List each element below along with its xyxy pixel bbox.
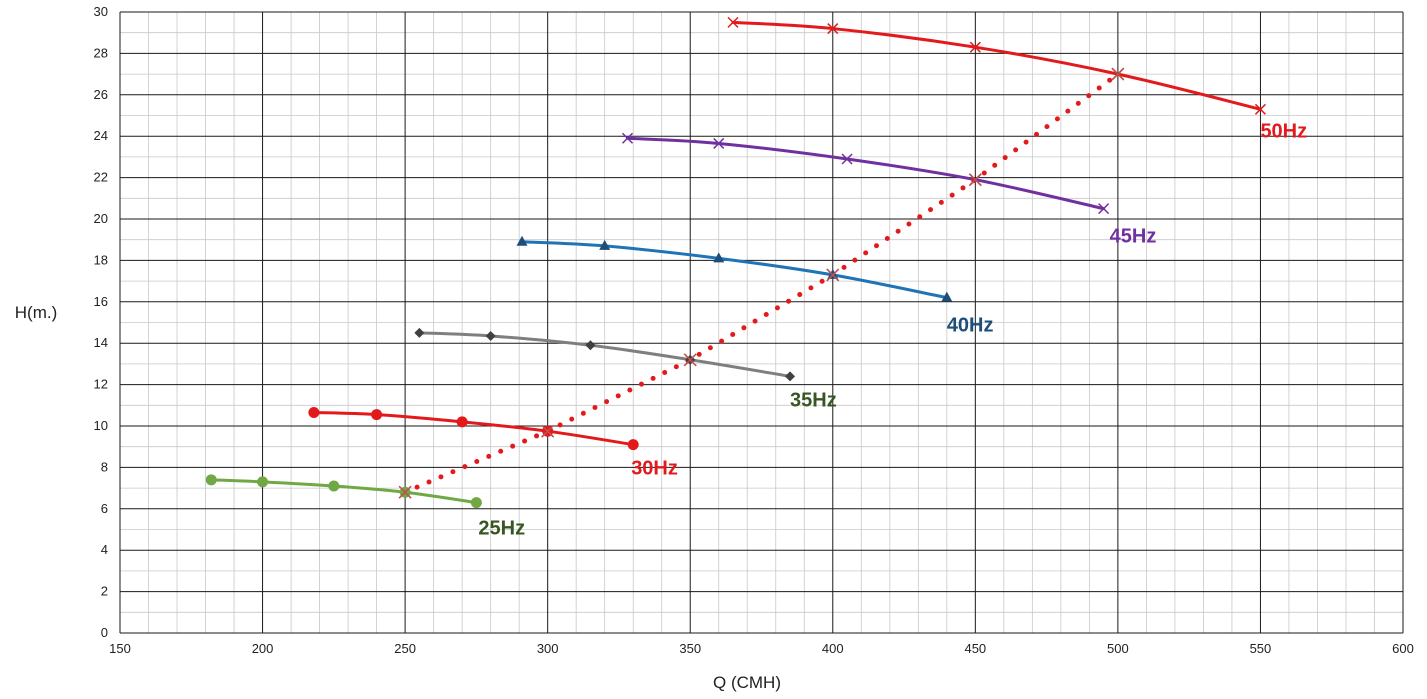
- data-point-30Hz: [456, 416, 468, 428]
- series-label-45Hz: 45Hz: [1110, 226, 1157, 248]
- data-markers: [205, 16, 1266, 509]
- data-point-50Hz: [727, 16, 739, 28]
- y-tick-label: 30: [94, 4, 108, 19]
- data-point-35Hz: [785, 371, 796, 382]
- x-tick-label: 300: [537, 641, 559, 656]
- y-tick-label: 6: [101, 501, 108, 516]
- data-point-50Hz: [827, 23, 839, 35]
- y-tick-label: 28: [94, 45, 108, 60]
- x-tick-label: 400: [822, 641, 844, 656]
- x-tick-label: 250: [394, 641, 416, 656]
- series-label-40Hz: 40Hz: [947, 315, 994, 337]
- system-curve-point: [826, 268, 840, 282]
- x-tick-label: 600: [1392, 641, 1414, 656]
- system-curve-point: [398, 485, 412, 499]
- x-tick-label: 350: [679, 641, 701, 656]
- data-point-40Hz: [713, 252, 725, 263]
- y-tick-label: 2: [101, 584, 108, 599]
- y-tick-label: 24: [94, 128, 108, 143]
- data-point-35Hz: [414, 327, 425, 338]
- y-tick-label: 18: [94, 252, 108, 267]
- y-tick-label: 26: [94, 87, 108, 102]
- series-label-25Hz: 25Hz: [478, 518, 525, 540]
- y-axis-label: H(m.): [15, 303, 57, 322]
- data-point-30Hz: [371, 409, 383, 421]
- y-tick-label: 4: [101, 542, 108, 557]
- data-point-50Hz: [1254, 103, 1266, 115]
- data-point-25Hz: [205, 474, 217, 486]
- y-tick-label: 20: [94, 211, 108, 226]
- x-tick-label: 200: [252, 641, 274, 656]
- x-tick-label: 150: [109, 641, 131, 656]
- data-point-25Hz: [257, 476, 269, 488]
- data-point-45Hz: [713, 137, 725, 149]
- data-point-25Hz: [470, 497, 482, 509]
- system-curve-point: [968, 173, 982, 187]
- data-point-45Hz: [1098, 203, 1110, 215]
- y-tick-label: 14: [94, 335, 108, 350]
- system-curve-line: [402, 71, 1121, 495]
- data-point-35Hz: [485, 330, 496, 341]
- series-line-40Hz: [520, 240, 949, 300]
- series-label-35Hz: 35Hz: [790, 389, 837, 411]
- series-label-30Hz: 30Hz: [631, 458, 678, 480]
- x-tick-label: 450: [964, 641, 986, 656]
- y-tick-label: 16: [94, 294, 108, 309]
- series-line-50Hz: [731, 20, 1262, 111]
- y-tick-label: 8: [101, 459, 108, 474]
- x-tick-label: 500: [1107, 641, 1129, 656]
- series-line-25Hz: [209, 478, 478, 505]
- data-point-40Hz: [599, 239, 611, 250]
- grid: [119, 11, 1404, 634]
- data-point-30Hz: [308, 407, 320, 419]
- system-curve-point: [1111, 67, 1125, 81]
- x-tick-label: 550: [1250, 641, 1272, 656]
- data-point-45Hz: [841, 153, 853, 165]
- y-tick-label: 10: [94, 418, 108, 433]
- y-tick-label: 0: [101, 625, 108, 640]
- data-point-25Hz: [328, 480, 340, 492]
- system-curve: [402, 71, 1121, 495]
- data-point-40Hz: [941, 291, 953, 302]
- data-point-40Hz: [516, 235, 528, 246]
- series-label-50Hz: 50Hz: [1260, 120, 1307, 142]
- x-axis-label: Q (CMH): [713, 673, 781, 692]
- y-tick-label: 22: [94, 170, 108, 185]
- data-point-45Hz: [621, 132, 634, 144]
- system-curve-point: [683, 353, 697, 367]
- y-tick-label: 12: [94, 377, 108, 392]
- series-line-30Hz: [312, 411, 635, 447]
- data-point-30Hz: [627, 439, 639, 451]
- series-labels: 50Hz 45Hz 40Hz 35Hz 30Hz 25Hz: [478, 120, 1307, 539]
- data-point-35Hz: [585, 340, 596, 351]
- data-point-50Hz: [969, 41, 981, 53]
- system-curve-point: [541, 424, 555, 438]
- axes: 150 200 250 300 350 400 450 500 550 6000246810121…: [94, 4, 1414, 656]
